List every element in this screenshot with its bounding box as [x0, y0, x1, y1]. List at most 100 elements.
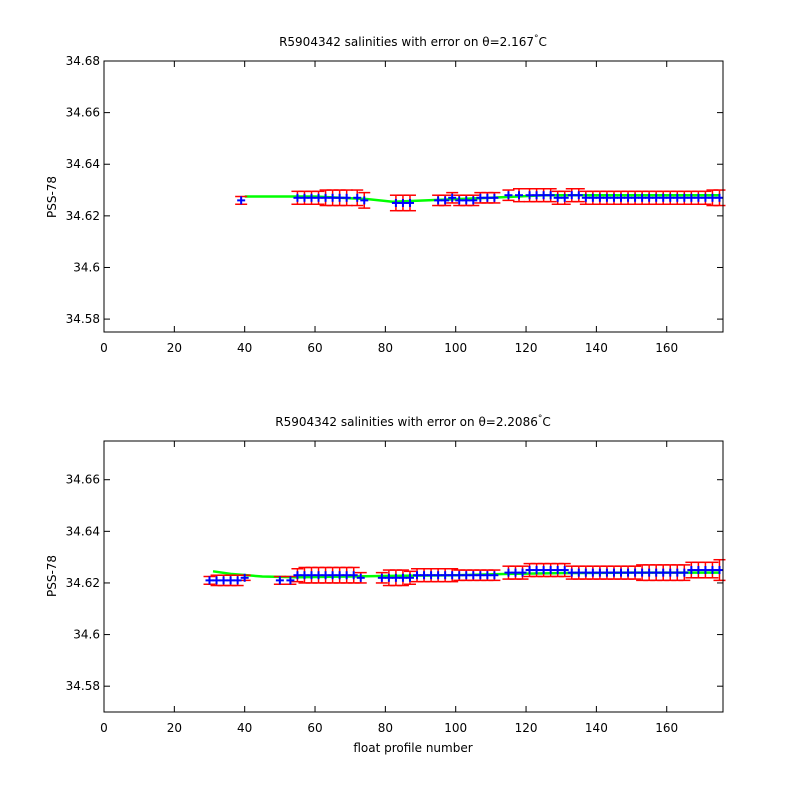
bottom-chart-data-point — [539, 566, 548, 575]
top-chart-data-point — [441, 196, 450, 205]
bottom-chart-data-point — [427, 571, 436, 580]
top-chart-data-point — [574, 191, 583, 200]
bottom-chart-data-point — [321, 571, 330, 580]
bottom-chart-ytick-label: 34.58 — [66, 679, 100, 693]
bottom-chart-title: R5904342 salinities with error on θ=2.20… — [275, 414, 550, 429]
bottom-chart-data-point — [441, 571, 450, 580]
bottom-chart-xtick-label: 160 — [655, 721, 678, 735]
bottom-chart-data-point — [652, 568, 661, 577]
top-chart-data-point — [553, 193, 562, 202]
bottom-chart-data-point — [233, 576, 242, 585]
bottom-chart-data-point — [286, 576, 295, 585]
bottom-chart-data-point — [659, 568, 668, 577]
top-chart-data-point — [342, 193, 351, 202]
bottom-chart-data-point — [553, 566, 562, 575]
top-chart-data-point — [525, 191, 534, 200]
top-chart-data-point — [539, 191, 548, 200]
top-chart-ytick-label: 34.68 — [66, 54, 100, 68]
top-chart-data-point — [405, 198, 414, 207]
top-chart-data-point — [694, 193, 703, 202]
bottom-chart-data-point — [624, 568, 633, 577]
top-chart-data-point — [353, 193, 362, 202]
bottom-chart-data-point — [645, 568, 654, 577]
top-chart-data-point — [546, 191, 555, 200]
bottom-chart-xlabel: float profile number — [353, 741, 472, 755]
bottom-chart-data-point — [490, 571, 499, 580]
bottom-chart-data-point — [673, 568, 682, 577]
bottom-chart-data-point — [455, 571, 464, 580]
top-chart-ylabel: PSS-78 — [45, 176, 59, 218]
bottom-chart-data-point — [342, 571, 351, 580]
top-chart-data-point — [567, 191, 576, 200]
bottom-chart-data-point — [715, 566, 724, 575]
bottom-chart-data-point — [219, 576, 228, 585]
top-chart-data-point — [469, 196, 478, 205]
top-chart-xtick-label: 40 — [237, 341, 252, 355]
top-chart-data-point — [490, 193, 499, 202]
bottom-chart-data-point — [328, 571, 337, 580]
bottom-chart-data-point — [504, 568, 513, 577]
top-chart-data-point — [715, 193, 724, 202]
bottom-chart-data-point — [525, 566, 534, 575]
bottom-chart-data-point — [483, 571, 492, 580]
top-chart-plot-area — [104, 61, 723, 332]
top-chart-xtick-label: 160 — [655, 341, 678, 355]
top-chart-data-point — [237, 196, 246, 205]
top-chart-data-point — [328, 193, 337, 202]
bottom-chart-data-point — [631, 568, 640, 577]
top-chart-panel: R5904342 salinities with error on θ=2.16… — [45, 34, 726, 355]
top-chart-data-point — [515, 191, 524, 200]
top-chart-ytick-label: 34.6 — [73, 260, 100, 274]
bottom-chart-data-point — [307, 571, 316, 580]
bottom-chart-data-point — [212, 576, 221, 585]
bottom-chart-data-point — [567, 568, 576, 577]
top-chart-ytick-label: 34.62 — [66, 209, 100, 223]
bottom-chart-data-point — [335, 571, 344, 580]
top-chart-data-point — [398, 198, 407, 207]
bottom-chart-data-point — [356, 573, 365, 582]
top-chart-data-point — [624, 193, 633, 202]
top-chart-data-point — [560, 193, 569, 202]
bottom-chart-data-point — [708, 566, 717, 575]
top-chart-data-point — [708, 193, 717, 202]
bottom-chart-data-point — [434, 571, 443, 580]
top-chart-data-point — [687, 193, 696, 202]
bottom-chart-data-point — [293, 571, 302, 580]
bottom-chart-ytick-label: 34.62 — [66, 576, 100, 590]
top-chart-data-point — [666, 193, 675, 202]
top-chart-data-point — [335, 193, 344, 202]
top-chart-data-point — [673, 193, 682, 202]
top-chart-xtick-label: 100 — [444, 341, 467, 355]
bottom-chart-data-point — [546, 566, 555, 575]
bottom-chart-data-point — [588, 568, 597, 577]
top-chart-data-point — [532, 191, 541, 200]
top-chart-data-point — [595, 193, 604, 202]
top-chart-data-point — [631, 193, 640, 202]
bottom-chart-data-point — [462, 571, 471, 580]
top-chart-axes-frame — [103, 60, 724, 333]
top-chart-xtick-label: 0 — [100, 341, 108, 355]
bottom-chart-data-point — [275, 576, 284, 585]
bottom-chart-data-point — [240, 573, 249, 582]
bottom-chart-data-point — [680, 568, 689, 577]
top-chart-data-point — [360, 196, 369, 205]
top-chart-xtick-label: 60 — [307, 341, 322, 355]
bottom-chart-ytick-label: 34.64 — [66, 524, 100, 538]
bottom-chart-data-point — [694, 566, 703, 575]
top-chart-data-point — [504, 191, 513, 200]
top-chart-data-point — [588, 193, 597, 202]
bottom-chart-data-point — [581, 568, 590, 577]
top-chart-xtick-label: 80 — [378, 341, 393, 355]
top-chart-data-point — [391, 198, 400, 207]
bottom-chart-ylabel: PSS-78 — [45, 555, 59, 597]
top-chart-data-point — [307, 193, 316, 202]
top-chart-data-point — [617, 193, 626, 202]
top-chart-data-point — [581, 193, 590, 202]
bottom-chart-data-point — [377, 573, 386, 582]
top-chart-data-point — [638, 193, 647, 202]
top-chart-ytick-label: 34.64 — [66, 157, 100, 171]
bottom-chart-data-point — [205, 576, 214, 585]
top-chart-data-point — [293, 193, 302, 202]
bottom-chart-data-point — [638, 568, 647, 577]
